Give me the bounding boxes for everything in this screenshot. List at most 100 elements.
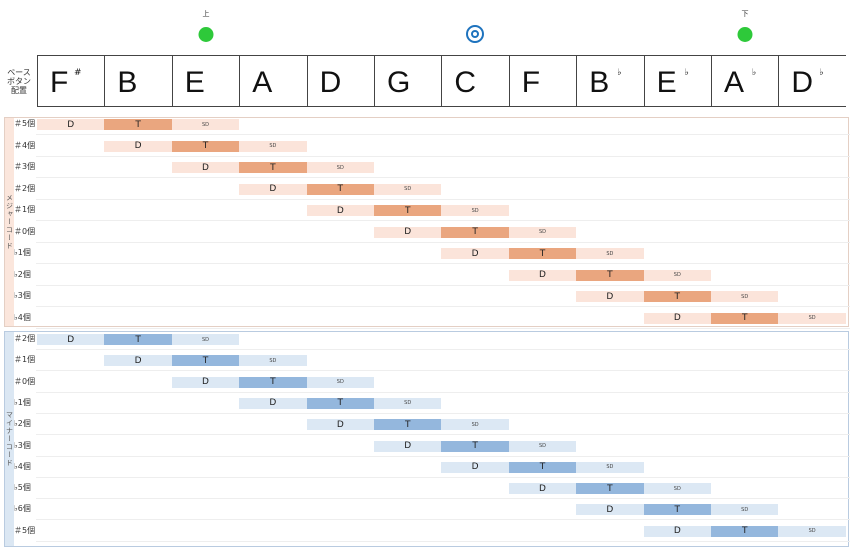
minor-t-cell: T [306,397,374,409]
bass-note-name: G [387,66,411,99]
minor-t-cell: T [171,355,240,367]
bass-note-5: G [374,55,443,107]
minor-sd-label: SD [404,400,412,407]
minor-t-label: T [337,398,344,409]
bass-note-accidental: ♭ [819,68,824,78]
minor-row-label-6: ♭4個 [14,461,31,471]
major-sd-cell: SD [711,291,779,302]
minor-side-label: マイナーコード [5,332,14,546]
major-sd-label: SD [269,143,277,149]
bass-note-name: E [656,66,677,99]
major-t-cell: T [239,162,307,173]
major-sd-cell: SD [576,248,644,259]
minor-sd-label: SD [606,464,614,471]
major-row-label-0: ＃5個 [14,119,36,128]
minor-t-label: T [270,377,276,388]
major-row-label-2: ＃3個 [14,162,36,171]
bass-note-9: E ♭ [643,55,712,107]
bass-note-4: D [306,55,375,107]
minor-d-cell: D [508,483,577,495]
minor-chord-section: マイナーコード [4,331,849,547]
up-marker-dot [198,27,214,42]
major-d-cell: D [441,248,509,259]
major-sd-label: SD [741,293,749,300]
minor-sd-cell: SD [171,334,240,345]
down-label: 下 [741,10,749,18]
minor-t-cell: T [643,504,711,516]
minor-row-label-2: ＃0個 [14,376,36,386]
major-d-label: D [404,227,412,237]
major-row-divider [36,306,850,307]
minor-d-label: D [269,398,277,409]
major-row-divider [36,327,850,329]
major-d-cell: D [643,312,711,324]
major-sd-cell: SD [441,205,509,216]
minor-t-cell: T [711,525,779,537]
minor-sd-label: SD [673,485,681,492]
major-d-cell: D [239,183,307,195]
major-t-label: T [472,227,478,237]
minor-sd-label: SD [808,528,816,535]
minor-d-cell: D [441,461,509,473]
minor-t-cell: T [104,334,172,345]
major-sd-cell: SD [171,119,240,130]
minor-sd-label: SD [741,506,749,513]
bass-note-1: B [104,55,173,107]
major-row-divider [36,155,850,157]
minor-t-cell: T [576,483,644,495]
minor-row-label-0: ＃2個 [14,334,36,343]
minor-t-label: T [135,334,141,345]
major-row-label-4: ＃1個 [14,205,36,214]
bass-note-10: A ♭ [711,55,780,107]
minor-d-cell: D [37,334,105,345]
minor-row-divider [36,519,850,521]
major-d-label: D [134,141,142,151]
minor-row-label-1: ＃1個 [14,355,36,365]
minor-row-label-5: ♭3個 [14,440,31,450]
minor-d-label: D [471,462,479,473]
major-sd-cell: SD [239,140,307,152]
minor-t-cell: T [374,419,442,431]
minor-row-divider [36,349,850,350]
minor-row-label-3: ♭1個 [14,397,31,407]
minor-t-label: T [674,504,681,515]
major-d-label: D [336,205,344,216]
bass-note-name: A [252,66,273,99]
bass-note-name: C [454,66,477,99]
major-t-cell: T [576,269,644,281]
major-d-label: D [269,184,277,194]
major-row-divider [36,198,850,200]
major-row-divider [36,134,850,135]
bass-button-layout-label: ベース ボタン 配置 [7,68,31,95]
minor-sd-cell: SD [239,355,307,367]
major-t-cell: T [104,119,172,130]
minor-sd-cell: SD [306,376,374,388]
major-t-label: T [741,313,748,323]
minor-t-label: T [539,462,546,473]
bass-note-0: F # [37,55,106,107]
bass-note-11: D ♭ [778,55,846,107]
minor-row-label-8: ♭6個 [14,504,31,514]
major-d-cell: D [306,205,374,216]
button-position-markers: 上 下 [0,0,850,55]
minor-sd-cell: SD [374,397,442,409]
minor-d-cell: D [576,504,644,516]
minor-t-label: T [607,483,613,494]
bass-note-8: B ♭ [576,55,645,107]
minor-sd-label: SD [471,421,479,428]
major-sd-label: SD [336,164,344,171]
bass-note-name: B [589,66,610,99]
minor-t-label: T [741,526,748,537]
minor-t-label: T [472,441,478,451]
minor-sd-cell: SD [778,525,846,537]
major-row-label-5: ＃0個 [14,226,36,236]
major-t-label: T [607,270,613,280]
major-t-label: T [539,248,546,259]
major-d-label: D [202,162,209,173]
minor-d-label: D [67,334,75,345]
major-t-label: T [404,205,411,216]
major-d-label: D [606,291,614,302]
minor-row-divider [36,434,850,436]
minor-row-label-4: ♭2個 [14,419,31,429]
major-side-label: メジャーコード [5,118,14,326]
